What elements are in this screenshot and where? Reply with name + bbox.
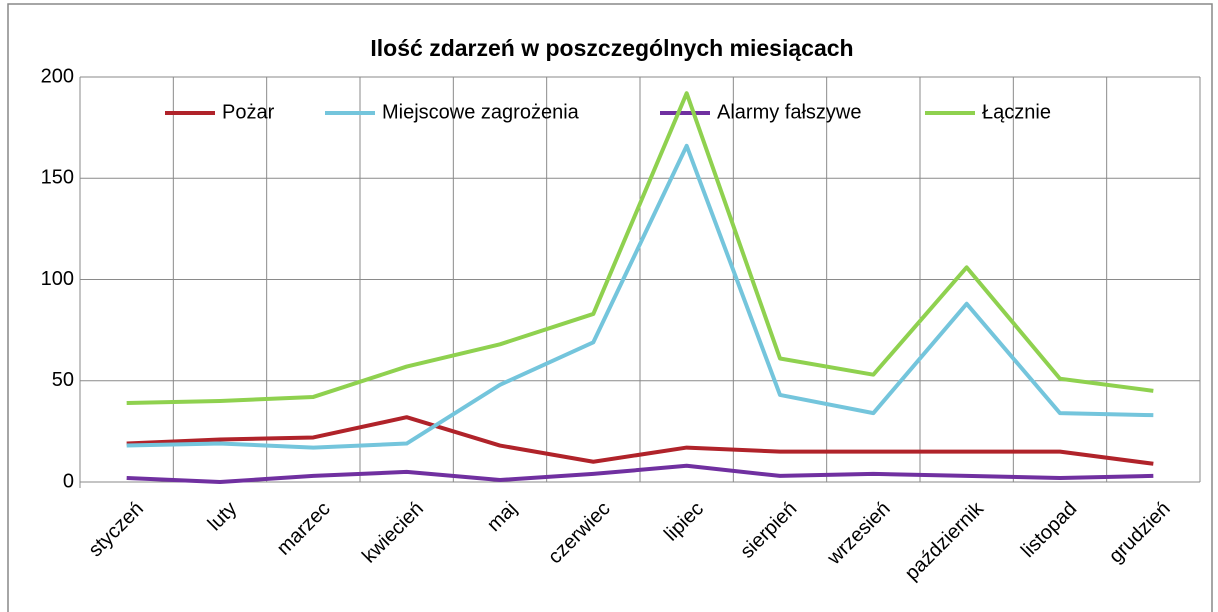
y-tick-label: 0 (63, 470, 74, 492)
series-line (126, 91, 1154, 406)
series-line (126, 143, 1154, 450)
series-line (126, 463, 1154, 484)
y-tick-label: 50 (52, 369, 74, 391)
legend-label: Alarmy fałszywe (717, 101, 861, 123)
legend-label: Miejscowe zagrożenia (382, 101, 580, 123)
legend-label: Łącznie (982, 101, 1051, 123)
chart-title: Ilość zdarzeń w poszczególnych miesiącac… (370, 35, 853, 61)
y-tick-label: 200 (41, 65, 74, 87)
series-line (126, 415, 1154, 466)
y-tick-label: 150 (41, 167, 74, 189)
y-tick-label: 100 (41, 268, 74, 290)
legend-label: Pożar (222, 101, 275, 123)
